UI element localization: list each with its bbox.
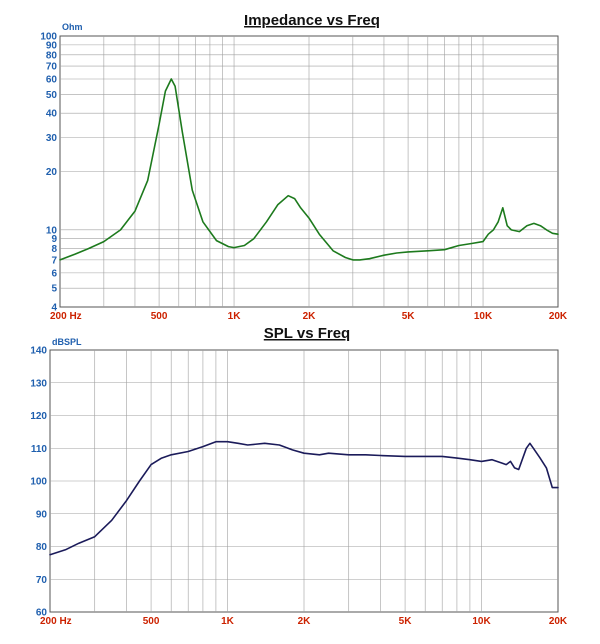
- y-tick-label: 100: [40, 32, 57, 43]
- y-tick-label: 100: [30, 477, 47, 488]
- y-tick-label: 4: [51, 303, 57, 314]
- y-tick-label: 140: [30, 346, 47, 357]
- y-tick-label: 60: [46, 75, 58, 86]
- x-tick-label: 200 Hz: [40, 616, 72, 627]
- y-gridlines: [60, 44, 558, 289]
- x-tick-label: 10K: [472, 616, 491, 627]
- y-axis-unit-label: dBSPL: [52, 337, 82, 347]
- x-tick-label: 1K: [228, 311, 242, 322]
- x-tick-label: 500: [143, 616, 160, 627]
- y-tick-label: 8: [51, 244, 57, 255]
- chart-title: SPL vs Freq: [264, 325, 350, 342]
- x-tick-label: 2K: [298, 616, 312, 627]
- y-tick-label: 40: [46, 109, 58, 120]
- x-tick-label: 500: [151, 311, 168, 322]
- y-tick-label: 20: [46, 167, 58, 178]
- chart-title: Impedance vs Freq: [244, 12, 380, 29]
- x-tick-label: 20K: [549, 616, 568, 627]
- y-tick-label: 130: [30, 378, 47, 389]
- y-tick-label: 80: [36, 542, 48, 553]
- impedance-curve: [59, 78, 559, 261]
- x-tick-label: 1K: [221, 616, 235, 627]
- y-tick-label: 70: [46, 62, 58, 73]
- y-tick-label: 120: [30, 411, 47, 422]
- y-tick-label: 50: [46, 90, 58, 101]
- y-tick-label: 7: [51, 255, 57, 266]
- x-tick-label: 10K: [474, 311, 493, 322]
- y-tick-label: 110: [31, 444, 48, 455]
- y-tick-label: 80: [46, 50, 58, 61]
- y-gridlines: [50, 382, 558, 580]
- x-tick-label: 200 Hz: [50, 311, 82, 322]
- y-tick-label: 30: [46, 133, 58, 144]
- x-tick-label: 20K: [549, 311, 568, 322]
- y-axis-unit-label: Ohm: [62, 22, 83, 32]
- y-tick-label: 70: [36, 575, 48, 586]
- x-tick-label: 2K: [303, 311, 317, 322]
- y-tick-label: 90: [36, 509, 48, 520]
- x-tick-label: 5K: [402, 311, 416, 322]
- x-tick-label: 5K: [399, 616, 413, 627]
- y-tick-label: 60: [36, 608, 48, 619]
- y-tick-label: 9: [51, 234, 57, 245]
- y-tick-label: 5: [51, 284, 57, 295]
- y-tick-label: 90: [46, 40, 58, 51]
- y-tick-label: 10: [46, 225, 58, 236]
- spl-curve: [49, 440, 559, 556]
- y-tick-label: 6: [51, 268, 57, 279]
- spl-chart: SPL vs Freq dBSPL 60 70 80 90 100 110 120 130 140 2…: [30, 325, 568, 627]
